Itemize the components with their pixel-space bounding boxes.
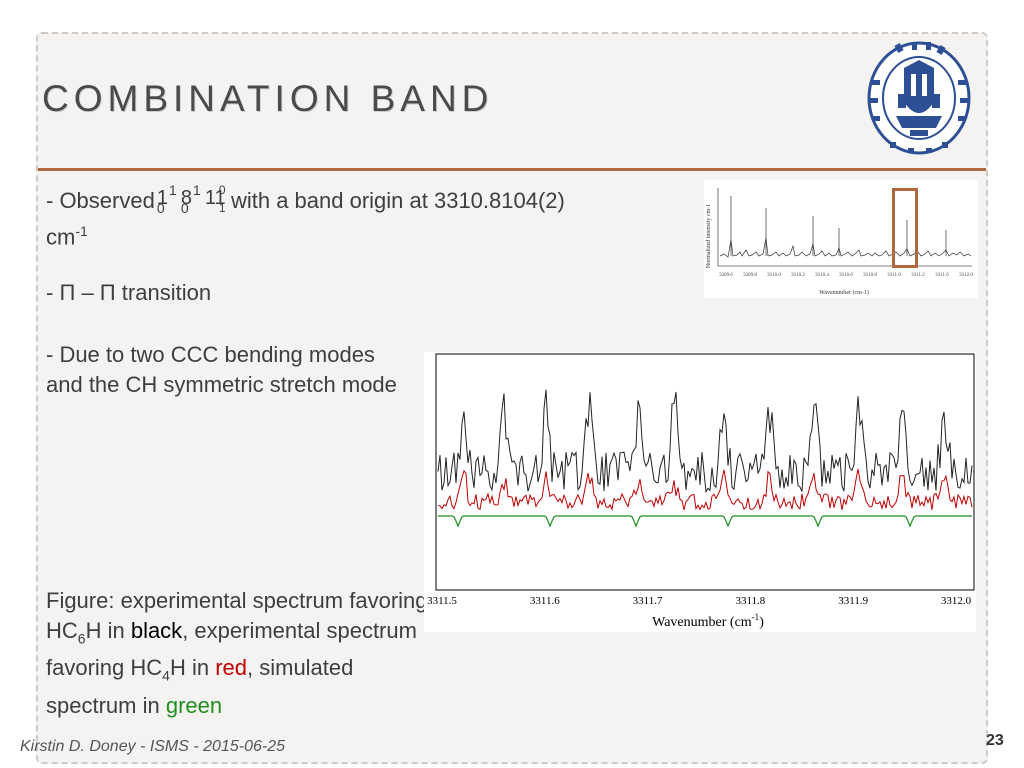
observed-bullet: - Observed 1 1 0 8 1 0 11 0 1 with a band origin … xyxy=(46,182,686,252)
sym3: 11 xyxy=(204,187,226,209)
observed-unit: cm xyxy=(46,224,76,250)
spectrum-tick-label: 3311.9 xyxy=(838,595,868,607)
sym1: 1 xyxy=(156,187,168,209)
inset-tick-label: 3310.8 xyxy=(863,273,877,278)
caption-part: H in xyxy=(85,618,131,643)
spectrum-xlabel: Wavenumber (cm-1) xyxy=(652,612,764,630)
inset-tick-label: 3311.0 xyxy=(887,273,901,278)
inset-tick-label: 3310.4 xyxy=(815,273,829,278)
black-trace xyxy=(437,389,973,494)
caption-red: red xyxy=(215,655,247,681)
figure-caption: Figure: experimental spectrum favoring H… xyxy=(46,586,446,721)
title-divider xyxy=(38,168,986,171)
caption-sub: 4 xyxy=(162,667,170,684)
caption-green: green xyxy=(165,692,223,718)
vibrational-label: 1 1 0 8 1 0 11 0 1 xyxy=(155,182,226,216)
zoom-region-highlight xyxy=(892,188,918,268)
green-trace xyxy=(438,515,972,528)
caption-black: black xyxy=(130,618,183,643)
slide-title: COMBINATION BAND xyxy=(42,78,494,119)
observed-unit-exp: -1 xyxy=(75,223,88,239)
caption-part: , simulated spectrum in xyxy=(46,655,354,718)
inset-tick-label: 3310.0 xyxy=(767,273,781,278)
sym1-lower: 0 xyxy=(156,200,165,216)
sym3-upper: 0 xyxy=(218,183,226,197)
spectrum-tick-label: 3311.5 xyxy=(427,595,457,607)
caption-sub: 6 xyxy=(77,630,86,647)
inset-tick-label: 3309.8 xyxy=(743,273,757,278)
observed-suffix: with a band origin at 3310.8104(2) xyxy=(230,188,565,213)
inset-ylabel: Normalized intensity cm-1 xyxy=(706,204,712,268)
inset-xlabel: Wavenumber (cm-1) xyxy=(819,289,869,296)
observed-prefix: - Observed xyxy=(46,188,155,213)
inset-tick-label: 3309.6 xyxy=(719,273,733,278)
sym2-lower: 0 xyxy=(180,200,189,216)
inset-tick-label: 3310.2 xyxy=(791,273,805,278)
caption-part: H in xyxy=(169,655,216,681)
zoomed-spectrum: 3311.5 3311.6 3311.7 3311.8 3311.9 3312.0 Wav… xyxy=(424,352,976,632)
university-seal-icon xyxy=(867,41,971,155)
inset-tick-label: 3312.0 xyxy=(959,273,973,278)
caption-part: , experimental spectrum favoring HC xyxy=(46,618,417,681)
spectrum-tick-label: 3312.0 xyxy=(941,595,972,607)
caption-part: Figure: experimental spectrum favoring H… xyxy=(46,588,428,643)
footer-text: Kirstin D. Doney - ISMS - 2015-06-25 xyxy=(20,738,285,755)
red-trace xyxy=(437,469,973,511)
sym3-lower: 1 xyxy=(218,201,226,215)
inset-tick-label: 3311.2 xyxy=(911,273,925,278)
inset-tick-label: 3310.6 xyxy=(839,273,853,278)
spectrum-tick-label: 3311.7 xyxy=(633,595,663,607)
transition-bullet: - Π – Π transition xyxy=(46,280,212,305)
inset-tick-label: 3311.6 xyxy=(935,273,949,278)
page-number: 23 xyxy=(986,732,1004,749)
reason-bullet: - Due to two CCC bending modes and the C… xyxy=(46,342,397,397)
sym2: 8 xyxy=(180,187,192,209)
overview-spectrum: Normalized intensity cm-1 3309.6 3309.8 33… xyxy=(704,180,978,298)
spectrum-tick-label: 3311.8 xyxy=(735,595,765,607)
sym1-upper: 1 xyxy=(168,182,177,198)
spectrum-tick-label: 3311.6 xyxy=(530,595,560,607)
sym2-upper: 1 xyxy=(192,182,201,198)
